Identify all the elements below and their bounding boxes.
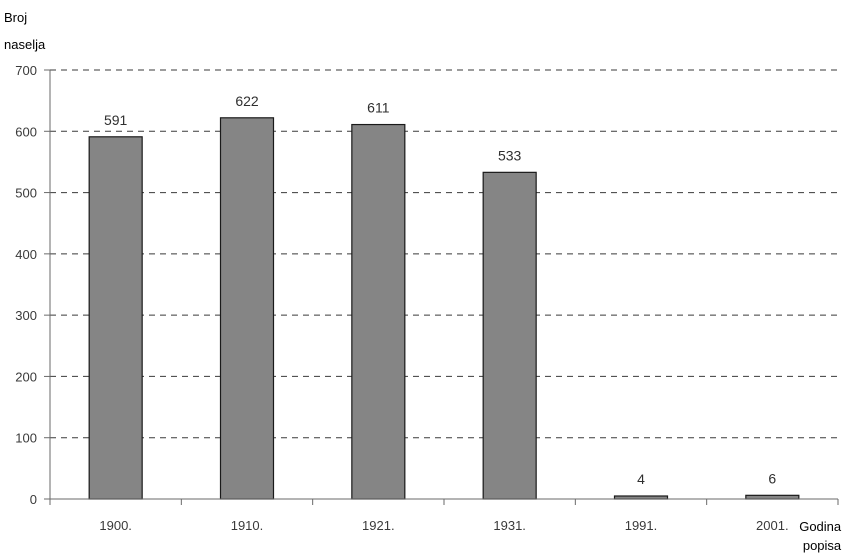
bar [482, 171, 537, 500]
y-axis-title-line-1: Broj [4, 10, 27, 25]
y-tick-label: 400 [15, 247, 37, 262]
x-tick-label: 1910. [231, 518, 264, 533]
axes [44, 69, 839, 505]
data-label: 622 [235, 93, 259, 109]
y-tick-label: 700 [15, 63, 37, 78]
data-labels: 591 622 611 533 4 6 [104, 93, 776, 487]
y-tick-label: 200 [15, 369, 37, 384]
bar [351, 123, 406, 500]
y-tick-label: 0 [30, 492, 37, 507]
grid-lines [50, 69, 838, 439]
bar [88, 136, 143, 500]
x-tick-label: 1991. [625, 518, 658, 533]
x-tick-labels: 1900. 1910. 1921. 1931. 1991. 2001. [99, 518, 788, 533]
y-tick-label: 100 [15, 431, 37, 446]
data-label: 591 [104, 112, 128, 128]
data-label: 611 [367, 100, 390, 116]
x-tick-label: 2001. [756, 518, 789, 533]
y-axis-title: Broj naselja [4, 10, 46, 52]
y-tick-label: 500 [15, 186, 37, 201]
x-tick-label: 1900. [99, 518, 132, 533]
y-tick-labels: 0 100 200 300 400 500 600 700 [15, 63, 37, 507]
y-tick-label: 300 [15, 308, 37, 323]
data-label: 4 [637, 471, 645, 487]
x-axis-title: Godina popisa [799, 519, 845, 553]
data-label: 6 [768, 470, 776, 486]
y-axis-title-line-2: naselja [4, 37, 46, 52]
x-tick-label: 1921. [362, 518, 395, 533]
data-label: 533 [498, 147, 522, 163]
bars [88, 117, 800, 500]
bar [745, 494, 800, 500]
x-axis-title-line-1: Godina [799, 519, 842, 534]
x-axis-title-line-2: popisa [803, 538, 842, 553]
bar [219, 117, 275, 500]
y-tick-label: 600 [15, 124, 37, 139]
x-tick-label: 1931. [493, 518, 526, 533]
